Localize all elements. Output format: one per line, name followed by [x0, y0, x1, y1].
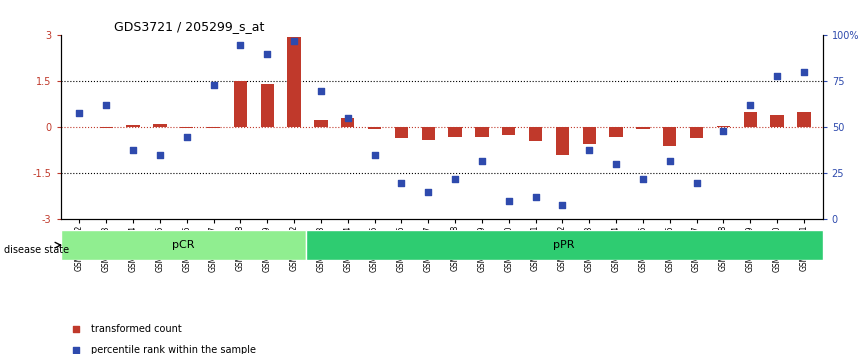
Bar — [529, 127, 542, 141]
Point — [261, 51, 275, 57]
Bar — [798, 112, 811, 127]
Bar — [502, 127, 515, 135]
Point — [180, 134, 194, 139]
Bar — [475, 127, 488, 137]
FancyBboxPatch shape — [306, 230, 823, 260]
Bar — [610, 127, 623, 137]
Point — [475, 158, 488, 164]
Text: disease state: disease state — [4, 245, 69, 255]
Bar — [449, 127, 462, 137]
Bar — [771, 115, 784, 127]
Bar — [234, 81, 247, 127]
Bar — [637, 127, 650, 129]
Bar — [663, 127, 676, 146]
Bar — [126, 125, 139, 127]
Point — [448, 176, 462, 182]
Bar — [261, 85, 274, 127]
Text: transformed count: transformed count — [91, 324, 182, 333]
Point — [207, 82, 221, 88]
Point — [573, 98, 587, 104]
Point — [555, 202, 569, 207]
Text: pCR: pCR — [171, 240, 194, 250]
Point — [288, 38, 301, 44]
Bar — [395, 127, 408, 138]
Point — [582, 147, 596, 152]
Point — [100, 103, 113, 108]
Bar — [153, 124, 166, 127]
Bar — [690, 127, 703, 138]
Text: percentile rank within the sample: percentile rank within the sample — [91, 345, 256, 354]
Bar — [180, 127, 193, 128]
Point — [528, 195, 542, 200]
Point — [395, 180, 409, 185]
Bar — [422, 127, 435, 140]
Text: pPR: pPR — [553, 240, 575, 250]
Point — [341, 115, 355, 121]
Bar — [207, 127, 220, 129]
Bar — [583, 127, 596, 144]
Bar — [368, 127, 381, 129]
Point — [126, 147, 140, 152]
Point — [689, 180, 703, 185]
Point — [368, 152, 382, 158]
Point — [314, 88, 328, 93]
Point — [573, 291, 587, 297]
Point — [234, 42, 248, 47]
Point — [153, 152, 167, 158]
Bar — [744, 112, 757, 127]
Point — [609, 161, 623, 167]
Point — [770, 73, 784, 79]
Point — [422, 189, 436, 195]
Point — [662, 158, 676, 164]
Bar — [717, 126, 730, 127]
Bar — [556, 127, 569, 155]
Point — [743, 103, 757, 108]
FancyBboxPatch shape — [61, 230, 306, 260]
Point — [797, 69, 811, 75]
Point — [716, 128, 730, 134]
Point — [636, 176, 650, 182]
Bar — [314, 120, 327, 127]
Bar — [341, 118, 354, 127]
Point — [73, 110, 87, 115]
Point — [501, 198, 515, 204]
Text: GDS3721 / 205299_s_at: GDS3721 / 205299_s_at — [114, 20, 264, 33]
Bar — [288, 37, 301, 127]
Bar — [100, 127, 113, 129]
